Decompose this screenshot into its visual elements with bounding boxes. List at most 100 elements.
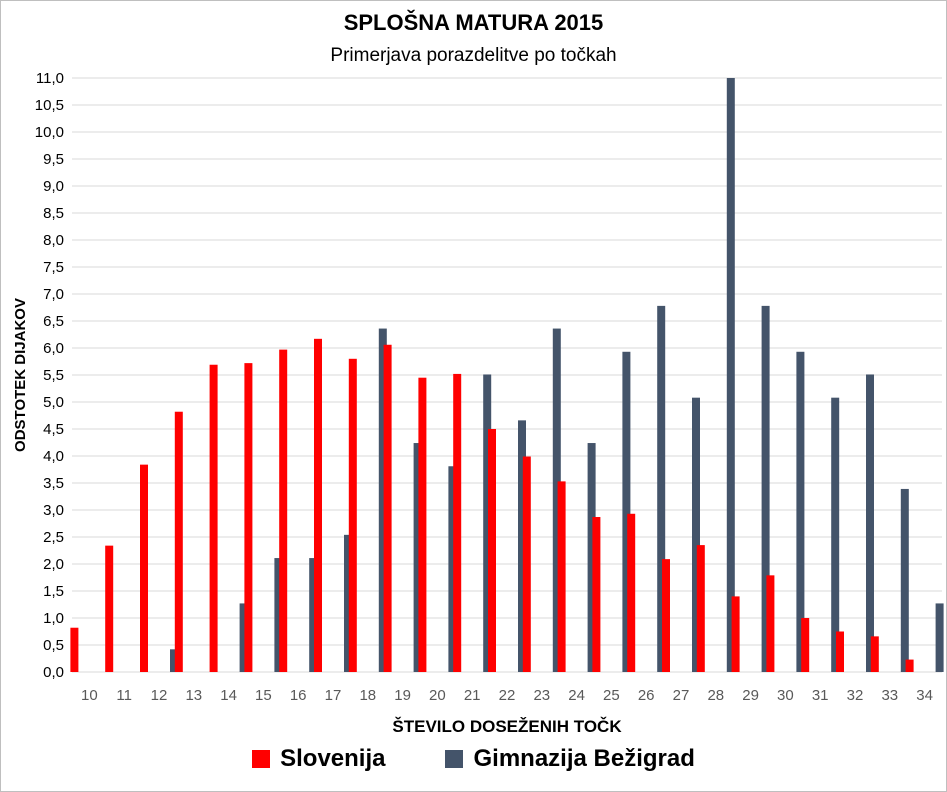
bar-gimnazija-24 bbox=[587, 443, 596, 672]
x-tick-label: 24 bbox=[568, 687, 585, 704]
chart-title: SPLOŠNA MATURA 2015 bbox=[343, 10, 604, 35]
bar-gimnazija-28 bbox=[726, 78, 735, 672]
bar-slovenija-10 bbox=[70, 627, 79, 672]
bar-slovenija-22 bbox=[488, 429, 496, 672]
x-tick-label: 17 bbox=[325, 687, 342, 704]
x-tick-label: 18 bbox=[359, 687, 376, 704]
legend-swatch-gimnazija bbox=[445, 750, 464, 768]
y-tick-label: 4,5 bbox=[43, 421, 64, 438]
gridlines bbox=[72, 77, 942, 673]
y-tick-label: 8,0 bbox=[43, 232, 64, 249]
bar-slovenija-23 bbox=[522, 456, 531, 672]
x-tick-label: 21 bbox=[464, 687, 481, 704]
bar-slovenija-19 bbox=[383, 344, 392, 672]
legend: Slovenija Gimnazija Bežigrad bbox=[0, 745, 947, 773]
x-tick-label: 27 bbox=[673, 687, 690, 704]
y-tick-label: 6,0 bbox=[43, 340, 64, 357]
legend-label-slovenija: Slovenija bbox=[280, 745, 386, 772]
bar-slovenija-26 bbox=[627, 513, 636, 672]
x-tick-label: 19 bbox=[394, 687, 411, 704]
x-tick-label: 16 bbox=[290, 687, 307, 704]
bar-slovenija-29 bbox=[731, 596, 740, 672]
y-tick-labels: 0,0 0,5 1,0 1,5 2,0 2,5 3,0 3,5 4,0 4,5 5,0 5,5 6,0 6… bbox=[35, 70, 64, 681]
legend-item-slovenija: Slovenija bbox=[252, 745, 385, 773]
x-tick-label: 34 bbox=[916, 687, 933, 704]
bar-gimnazija-18 bbox=[378, 328, 387, 672]
bar-slovenija-13 bbox=[174, 411, 183, 672]
y-tick-label: 7,5 bbox=[43, 259, 64, 276]
bar-gimnazija-30 bbox=[796, 351, 805, 672]
x-tick-label: 30 bbox=[777, 687, 794, 704]
y-tick-label: 7,0 bbox=[43, 286, 64, 303]
bar-gimnazija-23 bbox=[552, 328, 561, 672]
bar-gimnazija-25 bbox=[622, 351, 631, 672]
bar-slovenija-21 bbox=[453, 373, 462, 672]
y-tick-label: 8,5 bbox=[43, 205, 64, 222]
y-tick-label: 10,0 bbox=[35, 124, 64, 141]
x-tick-label: 25 bbox=[603, 687, 620, 704]
x-tick-label: 11 bbox=[116, 687, 132, 704]
bar-slovenija-16 bbox=[279, 349, 288, 672]
bar-slovenija-28 bbox=[696, 545, 705, 672]
legend-label-gimnazija: Gimnazija Bežigrad bbox=[473, 745, 695, 772]
bar-slovenija-17 bbox=[314, 338, 322, 672]
bars bbox=[70, 78, 944, 672]
y-tick-label: 3,0 bbox=[43, 502, 64, 519]
bar-slovenija-14 bbox=[209, 364, 218, 672]
bar-gimnazija-32 bbox=[866, 374, 874, 672]
y-tick-label: 3,5 bbox=[43, 475, 64, 492]
bar-gimnazija-20 bbox=[448, 466, 457, 672]
x-axis-label: ŠTEVILO DOSEŽENIH TOČK bbox=[392, 717, 622, 736]
y-tick-label: 5,5 bbox=[43, 367, 64, 384]
bar-slovenija-31 bbox=[801, 618, 810, 672]
bar-slovenija-24 bbox=[557, 481, 566, 672]
x-tick-label: 10 bbox=[81, 687, 98, 704]
y-tick-label: 9,5 bbox=[43, 151, 64, 168]
bar-gimnazija-33 bbox=[900, 488, 909, 672]
y-tick-label: 0,0 bbox=[43, 664, 64, 681]
bar-slovenija-32 bbox=[836, 631, 844, 672]
y-tick-label: 4,0 bbox=[43, 448, 64, 465]
x-tick-label: 26 bbox=[638, 687, 655, 704]
y-tick-label: 1,5 bbox=[43, 583, 64, 600]
y-axis-label: ODSTOTEK DIJAKOV bbox=[12, 298, 29, 452]
y-tick-label: 5,0 bbox=[43, 394, 64, 411]
x-tick-label: 28 bbox=[707, 687, 724, 704]
x-tick-label: 12 bbox=[151, 687, 168, 704]
bar-gimnazija-31 bbox=[831, 397, 840, 672]
bar-gimnazija-17 bbox=[344, 534, 352, 672]
bar-slovenija-33 bbox=[870, 636, 879, 672]
bar-gimnazija-29 bbox=[761, 305, 770, 672]
bar-gimnazija-21 bbox=[483, 374, 492, 672]
bar-gimnazija-12 bbox=[170, 649, 178, 672]
bar-slovenija-25 bbox=[592, 517, 601, 672]
bar-gimnazija-14 bbox=[239, 603, 248, 672]
bar-slovenija-30 bbox=[766, 575, 775, 672]
bar-gimnazija-15 bbox=[274, 558, 283, 672]
y-tick-label: 1,0 bbox=[43, 610, 64, 627]
bar-slovenija-27 bbox=[662, 559, 670, 672]
bar-slovenija-20 bbox=[418, 377, 427, 672]
x-tick-label: 33 bbox=[881, 687, 898, 704]
y-tick-label: 0,5 bbox=[43, 637, 64, 654]
legend-swatch-slovenija bbox=[252, 750, 271, 768]
x-tick-label: 13 bbox=[185, 687, 202, 704]
bar-slovenija-34 bbox=[905, 659, 914, 672]
chart-subtitle: Primerjava porazdelitve po točkah bbox=[330, 45, 617, 66]
y-tick-label: 2,5 bbox=[43, 529, 64, 546]
x-tick-label: 29 bbox=[742, 687, 759, 704]
legend-item-gimnazija: Gimnazija Bežigrad bbox=[445, 745, 695, 773]
x-tick-label: 15 bbox=[255, 687, 272, 704]
y-tick-label: 9,0 bbox=[43, 178, 64, 195]
bar-gimnazija-22 bbox=[518, 420, 526, 672]
bar-slovenija-11 bbox=[105, 545, 114, 672]
x-tick-label: 31 bbox=[812, 687, 829, 704]
x-tick-label: 32 bbox=[847, 687, 864, 704]
bar-gimnazija-26 bbox=[657, 305, 666, 672]
x-tick-label: 20 bbox=[429, 687, 446, 704]
bar-slovenija-18 bbox=[348, 358, 357, 672]
x-tick-labels: 10 11 12 13 14 15 16 17 18 19 20 21 22 23 24 25 26 27 28 29… bbox=[81, 687, 933, 704]
x-tick-label: 22 bbox=[499, 687, 516, 704]
y-tick-label: 2,0 bbox=[43, 556, 64, 573]
